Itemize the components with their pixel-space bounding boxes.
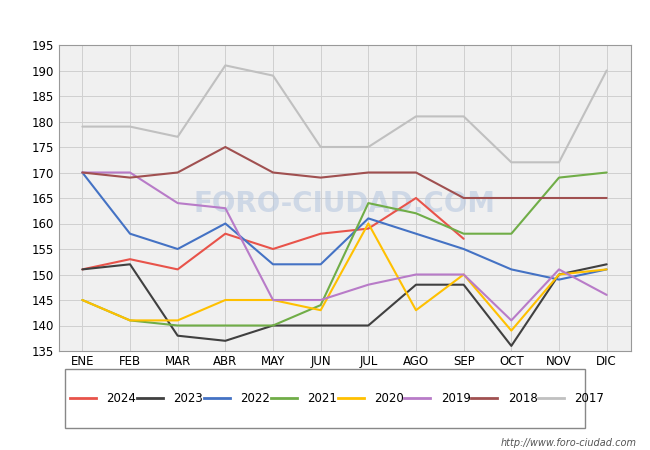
Text: 2022: 2022	[240, 392, 270, 405]
Text: Afiliados en Noez a 30/9/2024: Afiliados en Noez a 30/9/2024	[190, 11, 460, 29]
Text: 2018: 2018	[508, 392, 538, 405]
FancyBboxPatch shape	[65, 369, 585, 428]
Text: http://www.foro-ciudad.com: http://www.foro-ciudad.com	[501, 438, 637, 448]
Text: 2021: 2021	[307, 392, 337, 405]
Text: FORO-CIUDAD.COM: FORO-CIUDAD.COM	[194, 190, 495, 218]
Text: 2023: 2023	[174, 392, 203, 405]
Text: 2019: 2019	[441, 392, 471, 405]
Text: 2017: 2017	[575, 392, 604, 405]
Text: 2024: 2024	[107, 392, 136, 405]
Text: 2020: 2020	[374, 392, 404, 405]
